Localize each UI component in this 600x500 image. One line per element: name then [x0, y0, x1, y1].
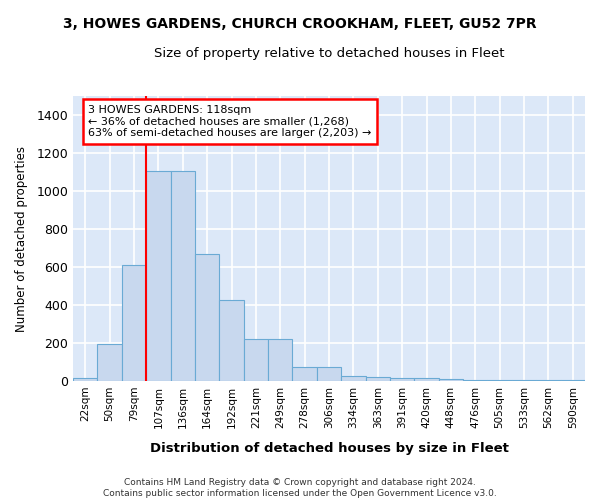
Bar: [195, 254, 220, 381]
Bar: [317, 367, 341, 381]
Y-axis label: Number of detached properties: Number of detached properties: [15, 146, 28, 332]
Bar: [73, 378, 97, 381]
Bar: [365, 377, 390, 381]
Text: Contains HM Land Registry data © Crown copyright and database right 2024.
Contai: Contains HM Land Registry data © Crown c…: [103, 478, 497, 498]
Bar: [390, 378, 415, 381]
Bar: [415, 378, 439, 381]
Bar: [536, 380, 560, 381]
Bar: [487, 380, 512, 381]
Bar: [341, 376, 365, 381]
Bar: [244, 340, 268, 381]
Bar: [560, 380, 585, 381]
Bar: [463, 380, 487, 381]
Bar: [97, 344, 122, 381]
Bar: [220, 300, 244, 381]
Title: Size of property relative to detached houses in Fleet: Size of property relative to detached ho…: [154, 48, 504, 60]
Text: 3 HOWES GARDENS: 118sqm
← 36% of detached houses are smaller (1,268)
63% of semi: 3 HOWES GARDENS: 118sqm ← 36% of detache…: [88, 105, 372, 138]
Text: 3, HOWES GARDENS, CHURCH CROOKHAM, FLEET, GU52 7PR: 3, HOWES GARDENS, CHURCH CROOKHAM, FLEET…: [63, 18, 537, 32]
Bar: [170, 172, 195, 381]
Bar: [122, 266, 146, 381]
Bar: [292, 367, 317, 381]
Bar: [512, 380, 536, 381]
Bar: [268, 340, 292, 381]
Bar: [146, 172, 170, 381]
Bar: [439, 379, 463, 381]
X-axis label: Distribution of detached houses by size in Fleet: Distribution of detached houses by size …: [149, 442, 508, 455]
